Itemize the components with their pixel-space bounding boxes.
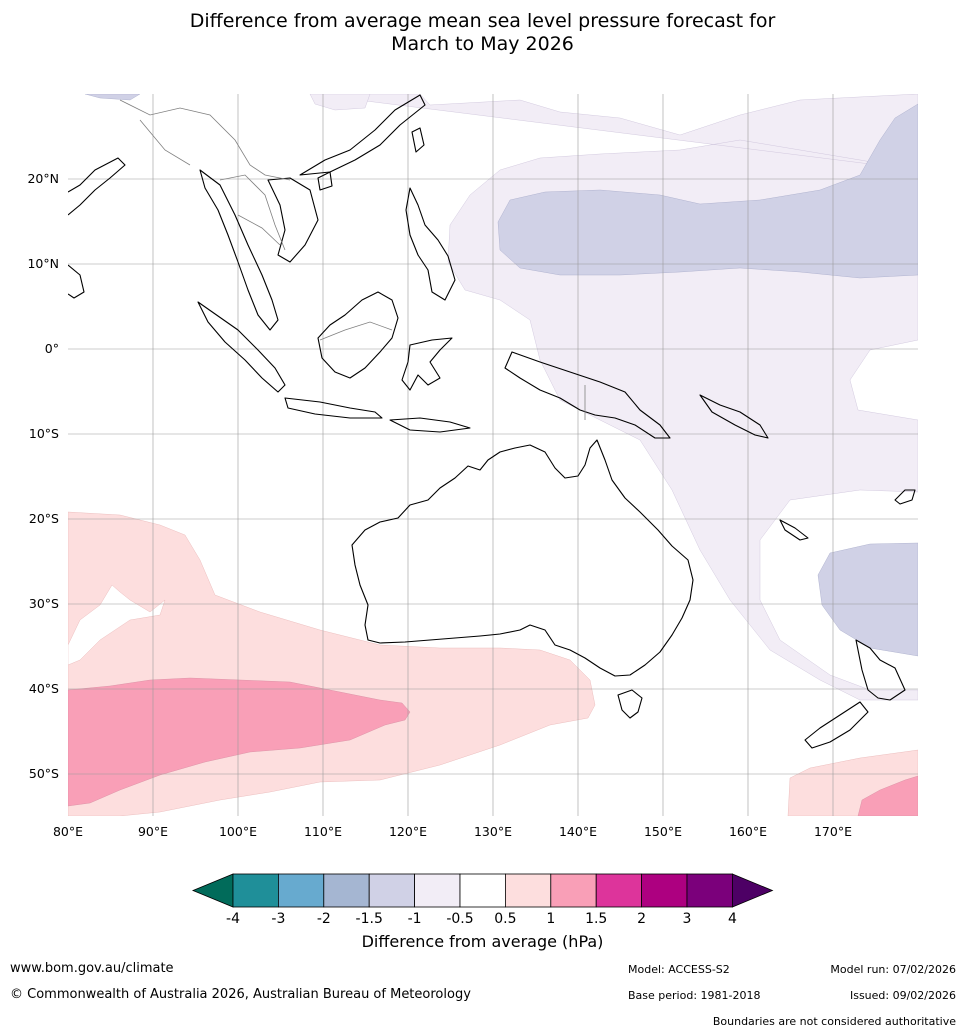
- colorbar-band: [595, 873, 643, 908]
- colorbar-tick-label: 0.5: [494, 911, 516, 927]
- colorbar-tick-label: -3: [271, 911, 285, 927]
- coast-india: [68, 157, 126, 216]
- coast-australia: [351, 439, 694, 677]
- lon-tick-label: 100°E: [219, 824, 257, 839]
- colorbar-tick-label: -1: [408, 911, 422, 927]
- lon-tick-label: 140°E: [559, 824, 597, 839]
- coast-solomon-islands: [699, 394, 769, 439]
- colorbar-tick-label: -1.5: [356, 911, 383, 927]
- anomaly-layer: [68, 94, 918, 816]
- lon-tick-label: 90°E: [138, 824, 168, 839]
- colorbar-band: [323, 873, 370, 908]
- colorbar-band: [686, 873, 733, 908]
- lat-tick-label: 40°S: [29, 681, 59, 696]
- lon-tick-label: 80°E: [53, 824, 83, 839]
- lon-tick-label: 160°E: [729, 824, 767, 839]
- anomaly-region-neg1-nw-corner: [84, 94, 141, 101]
- longitude-labels: 80°E 90°E 100°E 110°E 120°E 130°E 140°E …: [53, 824, 852, 839]
- coast-taiwan: [411, 127, 425, 153]
- colorbar: -4 -3 -2 -1.5 -1 -0.5 0.5 1 1.5 2 3 4: [191, 873, 774, 927]
- latitude-labels: 20°N 10°N 0° 10°S 20°S 30°S 40°S 50°S: [27, 171, 59, 781]
- colorbar-bands: [191, 873, 774, 908]
- colorbar-band: [504, 873, 552, 908]
- graticule: [68, 94, 918, 816]
- footer-url[interactable]: www.bom.gov.au/climate: [10, 961, 174, 976]
- anomaly-region-neutral-hole: [68, 584, 166, 666]
- colorbar-band: [368, 873, 415, 908]
- coast-new-zealand-north: [855, 639, 906, 701]
- coast-vietnam: [267, 177, 319, 263]
- colorbar-tick-label: 1: [546, 911, 555, 927]
- colorbar-band: [550, 873, 597, 908]
- lon-tick-label: 170°E: [814, 824, 852, 839]
- coast-philippines: [405, 187, 456, 301]
- title-line-1: Difference from average mean sea level p…: [189, 10, 776, 32]
- coast-sulawesi: [401, 337, 453, 391]
- country-borders: [119, 99, 586, 420]
- lon-tick-label: 150°E: [644, 824, 682, 839]
- colorbar-tick-label: 1.5: [585, 911, 607, 927]
- colorbar-band: [641, 873, 688, 908]
- colorbar-title: Difference from average (hPa): [361, 932, 604, 951]
- anomaly-region-neg1-nw-pacific: [497, 103, 918, 279]
- lon-tick-label: 130°E: [474, 824, 512, 839]
- footer-model-run: Model run: 07/02/2026: [830, 963, 956, 976]
- coast-borneo: [317, 291, 399, 379]
- coast-hainan: [317, 171, 333, 191]
- lat-tick-label: 30°S: [29, 596, 59, 611]
- coast-nusa-tenggara: [389, 417, 471, 433]
- anomaly-region-neg1-tasman: [817, 542, 918, 657]
- colorbar-band: [232, 873, 279, 908]
- coast-tasmania: [617, 689, 643, 719]
- lon-tick-label: 120°E: [389, 824, 427, 839]
- footer-issued: Issued: 09/02/2026: [849, 989, 956, 1002]
- anomaly-region-pos1-se-nz: [857, 775, 918, 816]
- colorbar-tick-label: 4: [728, 911, 737, 927]
- lat-tick-label: 0°: [45, 341, 59, 356]
- lat-tick-label: 50°S: [29, 766, 59, 781]
- coast-java: [284, 397, 383, 419]
- colorbar-tick-label: 2: [637, 911, 646, 927]
- pressure-anomaly-map: 20°N 10°N 0° 10°S 20°S 30°S 40°S 50°S 80…: [27, 94, 918, 839]
- lat-tick-label: 20°S: [29, 511, 59, 526]
- footer-disclaimer: Boundaries are not considered authoritat…: [712, 1015, 956, 1028]
- colorbar-band: [414, 873, 461, 908]
- colorbar-tick-label: -0.5: [446, 911, 473, 927]
- colorbar-tick-label: -4: [226, 911, 240, 927]
- coast-sri-lanka: [68, 264, 85, 299]
- lat-tick-label: 10°N: [27, 256, 59, 271]
- colorbar-band: [459, 873, 506, 908]
- title-line-2: March to May 2026: [391, 33, 574, 55]
- colorbar-extend-max: [732, 873, 774, 908]
- footer-base-period: Base period: 1981-2018: [628, 989, 761, 1002]
- footer-model: Model: ACCESS-S2: [628, 963, 730, 976]
- footer-copyright: © Commonwealth of Australia 2026, Austra…: [10, 987, 471, 1002]
- colorbar-band: [278, 873, 325, 908]
- colorbar-tick-label: 3: [683, 911, 692, 927]
- colorbar-ticks: -4 -3 -2 -1.5 -1 -0.5 0.5 1 1.5 2 3 4: [226, 911, 737, 927]
- lat-tick-label: 20°N: [27, 171, 59, 186]
- colorbar-tick-label: -2: [317, 911, 331, 927]
- coast-indochina: [199, 169, 279, 331]
- coast-south-china: [299, 94, 426, 176]
- lat-tick-label: 10°S: [29, 426, 59, 441]
- chart-title: Difference from average mean sea level p…: [0, 10, 965, 56]
- coast-new-guinea: [504, 351, 671, 439]
- coastlines: [68, 94, 916, 749]
- coast-fiji: [894, 489, 916, 505]
- coast-new-caledonia: [779, 519, 809, 541]
- colorbar-extend-min: [191, 873, 234, 908]
- coast-sumatra: [197, 301, 286, 393]
- coast-new-zealand-south: [804, 701, 869, 749]
- anomaly-region-neg05-north: [309, 94, 371, 111]
- lon-tick-label: 110°E: [304, 824, 342, 839]
